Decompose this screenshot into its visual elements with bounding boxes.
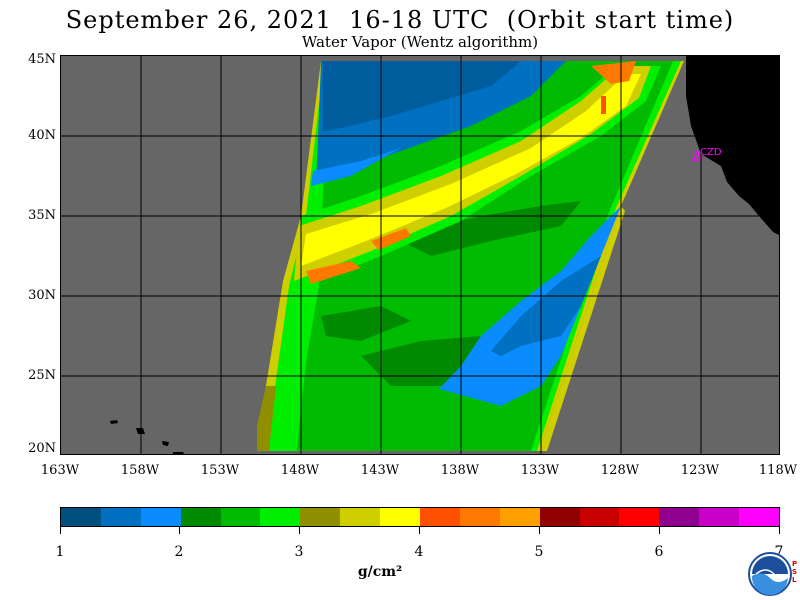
satellite-swath [257, 61, 684, 451]
colorbar-swatch [659, 508, 700, 526]
colorbar-swatch [459, 508, 500, 526]
lat-label-45n: 45N [28, 52, 56, 67]
lat-label-30n: 30N [28, 288, 56, 303]
colorbar-swatch [180, 508, 221, 526]
map-subtitle: Water Vapor (Wentz algorithm) [301, 33, 539, 51]
colorbar-swatch [539, 508, 580, 526]
colorbar-label-3: 3 [294, 544, 304, 560]
colorbar-label-7: 7 [774, 544, 784, 560]
graticule [61, 56, 779, 454]
colorbar-swatch [739, 508, 780, 526]
colorbar-tick [659, 527, 660, 534]
lon-label-123w: 123W [680, 463, 720, 478]
colorbar-swatch [260, 508, 301, 526]
lon-label-158w: 158W [120, 463, 160, 478]
colorbar-tick [539, 527, 540, 534]
colorbar-label-4: 4 [414, 544, 424, 560]
colorbar-label-1: 1 [55, 544, 65, 560]
lon-label-153w: 153W [200, 463, 240, 478]
lon-label-138w: 138W [440, 463, 480, 478]
lon-label-118w: 118W [758, 463, 798, 478]
colorbar-swatch [220, 508, 261, 526]
hawaiian-islands [110, 420, 184, 454]
lat-label-20n: 20N [28, 441, 56, 456]
colorbar-tick [779, 527, 780, 534]
colorbar-swatch [300, 508, 341, 526]
colorbar-swatch [340, 508, 381, 526]
colorbar-tick [299, 527, 300, 534]
lon-label-128w: 128W [600, 463, 640, 478]
noaa-logo-icon [748, 552, 792, 596]
colorbar-swatch [380, 508, 421, 526]
lon-label-148w: 148W [280, 463, 320, 478]
north-america-land [686, 56, 779, 235]
colorbar-tick [179, 527, 180, 534]
colorbar-tick [60, 527, 61, 534]
colorbar-label-6: 6 [654, 544, 664, 560]
colorbar-swatch [699, 508, 740, 526]
lon-label-143w: 143W [360, 463, 400, 478]
colorbar [60, 507, 780, 527]
colorbar-swatch [61, 508, 101, 526]
colorbar-swatch [100, 508, 141, 526]
colorbar-label-2: 2 [174, 544, 184, 560]
lat-label-40n: 40N [28, 128, 56, 143]
map-canvas [61, 56, 779, 454]
station-label-czd: CZD [700, 147, 722, 158]
map-title: September 26, 2021 16-18 UTC (Orbit star… [65, 6, 735, 34]
lon-label-133w: 133W [520, 463, 560, 478]
lat-label-35n: 35N [28, 208, 56, 223]
lon-label-163w: 163W [40, 463, 80, 478]
lat-label-25n: 25N [28, 368, 56, 383]
colorbar-units: g/cm² [357, 564, 403, 580]
colorbar-tick [419, 527, 420, 534]
colorbar-swatch [619, 508, 660, 526]
colorbar-swatch [499, 508, 540, 526]
czd-station-marker [691, 149, 703, 161]
colorbar-swatch [579, 508, 620, 526]
colorbar-swatch [140, 508, 181, 526]
colorbar-swatch [420, 508, 460, 526]
water-vapor-map [60, 55, 780, 455]
colorbar-label-5: 5 [534, 544, 544, 560]
